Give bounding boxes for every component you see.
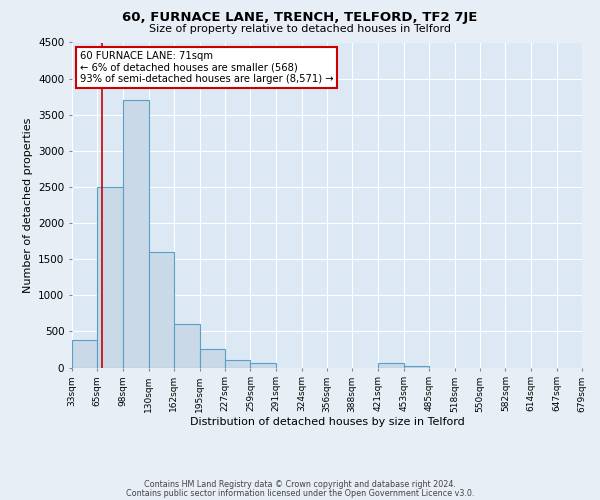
Bar	[72, 340, 97, 367]
Y-axis label: Number of detached properties: Number of detached properties	[23, 118, 32, 292]
Bar	[225, 360, 250, 368]
Text: 60 FURNACE LANE: 71sqm
← 6% of detached houses are smaller (568)
93% of semi-det: 60 FURNACE LANE: 71sqm ← 6% of detached …	[80, 50, 333, 84]
Text: Contains public sector information licensed under the Open Government Licence v3: Contains public sector information licen…	[126, 489, 474, 498]
Bar	[200, 350, 225, 368]
X-axis label: Distribution of detached houses by size in Telford: Distribution of detached houses by size …	[190, 417, 464, 427]
Bar	[174, 324, 200, 368]
Bar	[124, 100, 149, 368]
Bar	[404, 366, 429, 368]
Bar	[149, 252, 174, 368]
Text: Size of property relative to detached houses in Telford: Size of property relative to detached ho…	[149, 24, 451, 34]
Bar	[97, 187, 124, 368]
Bar	[250, 363, 275, 368]
Text: 60, FURNACE LANE, TRENCH, TELFORD, TF2 7JE: 60, FURNACE LANE, TRENCH, TELFORD, TF2 7…	[122, 11, 478, 24]
Text: Contains HM Land Registry data © Crown copyright and database right 2024.: Contains HM Land Registry data © Crown c…	[144, 480, 456, 489]
Bar	[379, 363, 404, 368]
